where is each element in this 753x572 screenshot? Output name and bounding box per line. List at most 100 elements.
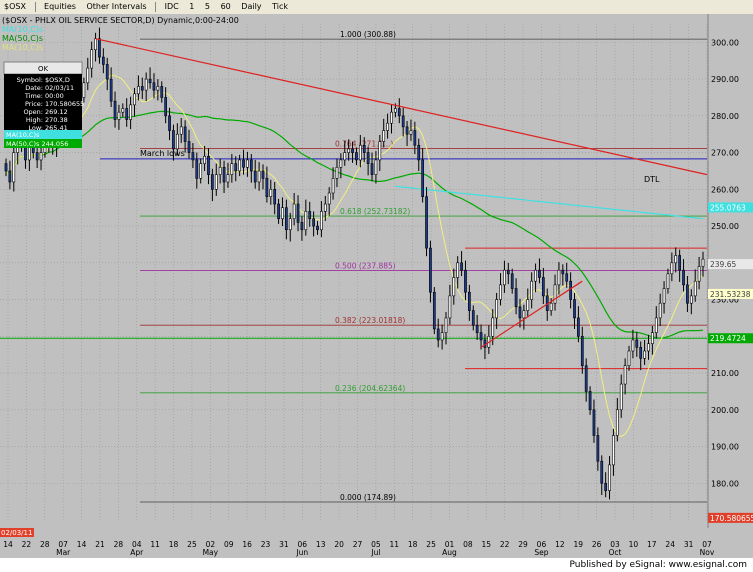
x-tick-label: 04: [132, 540, 142, 549]
price-bar-body: [218, 166, 222, 175]
price-bar-body: [284, 207, 288, 231]
price-tags: 255.0763 239.65 231.53238 219.4724 170.58065…: [0, 202, 753, 537]
ma-label-2: MA(50,C)s: [2, 34, 43, 43]
price-bar-body: [148, 78, 152, 84]
price-bar-body: [152, 82, 156, 91]
price-bar-body: [530, 280, 534, 300]
x-tick-label: 28: [114, 540, 124, 549]
price-bar-body: [249, 159, 253, 172]
price-bar-body: [674, 255, 678, 264]
price-bar-body: [615, 409, 619, 436]
price-bar-body: [366, 152, 370, 164]
symbol-label[interactable]: $OSX: [4, 2, 26, 11]
x-tick-label: 29: [518, 540, 528, 549]
price-bar-body: [269, 189, 273, 197]
chart-area[interactable]: 1.000 (300.88)0.764 (271.1...)0.618 (252…: [0, 14, 753, 558]
price-tag-label: 255.0763: [710, 203, 746, 212]
price-bar-body: [409, 130, 413, 135]
equities-menu[interactable]: Equities: [44, 2, 76, 11]
data-window-key: Date:: [25, 84, 43, 92]
price-bar-body: [436, 328, 440, 341]
idc-button[interactable]: IDC: [164, 2, 179, 11]
ma200-line: [395, 185, 704, 220]
price-bar-body: [101, 56, 105, 65]
data-window-key: Low:: [28, 124, 43, 132]
annotation-march-lows: March lows: [140, 149, 185, 158]
y-tick-label: 230.00: [711, 296, 739, 305]
price-bar-body: [643, 350, 646, 359]
price-bar-body: [580, 335, 584, 366]
price-bar-body: [370, 163, 374, 175]
month-label: Apr: [130, 548, 144, 557]
data-window-ma1-bg: [4, 130, 82, 139]
ma50-line: [5, 110, 704, 339]
interval-5-button[interactable]: 5: [204, 2, 211, 11]
month-label: Aug: [442, 548, 457, 557]
interval-1-button[interactable]: 1: [189, 2, 195, 11]
price-tag-label: 239.65: [710, 260, 736, 269]
price-bar-body: [117, 111, 121, 120]
price-axis-background: [708, 14, 753, 528]
daily-button[interactable]: Daily: [241, 2, 262, 11]
price-bar-body: [172, 130, 175, 150]
price-bar-body: [627, 350, 631, 366]
data-window-ok: OK: [38, 65, 49, 73]
price-bar-body: [273, 189, 277, 205]
y-tick-label: 260.00: [711, 185, 739, 194]
price-bar-body: [179, 126, 183, 135]
price-bar-body: [265, 178, 269, 197]
y-tick-label: 190.00: [711, 443, 739, 452]
price-tag-bg: [708, 202, 753, 213]
fib-label: 0.000 (174.89): [340, 493, 396, 502]
price-bar-body: [678, 255, 682, 271]
price-bar-body: [506, 269, 510, 275]
x-tick-label: 16: [242, 540, 252, 549]
data-window-value: 00:00: [45, 92, 64, 100]
downtrend-line: [95, 38, 708, 176]
price-bar-body: [300, 222, 304, 231]
price-bar-body: [207, 155, 210, 175]
data-window-key: Price:: [25, 100, 43, 108]
price-bar-body: [156, 86, 160, 91]
tick-button[interactable]: Tick: [272, 2, 288, 11]
data-window-value: 265.41: [45, 124, 68, 132]
price-bar-body: [238, 159, 241, 172]
price-bar-body: [335, 166, 339, 179]
trendlines: [95, 38, 708, 348]
price-bar-body: [214, 174, 218, 190]
x-tick-label: 15: [481, 540, 491, 549]
x-tick-label: 18: [408, 540, 418, 549]
price-bar-body: [277, 203, 280, 220]
month-label: Sep: [534, 548, 548, 557]
price-bar-body: [4, 163, 8, 172]
data-window-key: Symbol:: [17, 76, 43, 84]
price-bar-body: [561, 269, 565, 275]
price-bar-body: [569, 280, 572, 300]
price-bar-body: [518, 306, 522, 319]
price-bar-body: [168, 115, 171, 131]
price-bar-body: [362, 144, 366, 153]
price-bar-body: [658, 302, 662, 319]
x-tick-label: 21: [95, 540, 105, 549]
price-bar-body: [635, 339, 639, 348]
price-bar-body: [160, 86, 164, 98]
price-bar-body: [125, 108, 129, 120]
data-window-key: Time:: [24, 92, 43, 100]
price-bar-body: [316, 225, 319, 231]
x-tick-label: 24: [665, 540, 675, 549]
price-bar-body: [246, 159, 249, 168]
price-bar-body: [471, 310, 475, 326]
price-bar-body: [534, 269, 537, 282]
x-tick-label: 31: [279, 540, 289, 549]
price-bar-body: [565, 273, 569, 282]
x-tick-label: 14: [77, 540, 87, 549]
price-tag-label: 231.53238: [710, 290, 751, 299]
other-intervals-menu[interactable]: Other Intervals: [86, 2, 147, 11]
price-bar-body: [140, 86, 144, 91]
month-label: May: [203, 548, 219, 557]
interval-60-button[interactable]: 60: [220, 2, 231, 11]
price-bar-body: [203, 155, 206, 164]
price-bar-body: [343, 152, 347, 161]
price-bar-body: [686, 284, 689, 304]
